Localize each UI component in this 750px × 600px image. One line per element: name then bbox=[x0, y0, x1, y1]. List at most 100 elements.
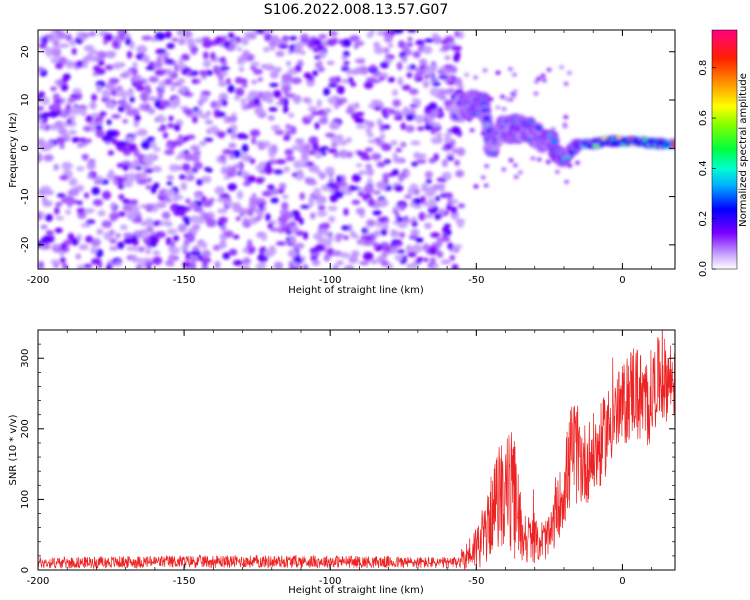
noise-blob bbox=[207, 126, 218, 134]
noise-blob bbox=[109, 246, 119, 251]
noise-blob bbox=[300, 204, 311, 209]
noise-blob bbox=[401, 84, 411, 91]
noise-blob bbox=[135, 166, 143, 171]
noise-blob bbox=[78, 244, 89, 251]
noise-blob bbox=[327, 233, 334, 242]
noise-blob bbox=[239, 265, 251, 269]
noise-blob bbox=[179, 174, 187, 180]
noise-blob bbox=[427, 116, 434, 125]
noise-blob bbox=[424, 74, 430, 80]
noise-blob bbox=[219, 154, 227, 162]
noise-blob bbox=[165, 68, 174, 77]
noise-blob bbox=[408, 88, 419, 95]
noise-blob bbox=[241, 143, 249, 153]
noise-blob bbox=[249, 129, 261, 137]
noise-blob bbox=[330, 136, 341, 142]
noise-blob bbox=[41, 36, 49, 44]
noise-blob bbox=[290, 77, 302, 85]
noise-blob bbox=[108, 77, 120, 85]
noise-blob bbox=[176, 30, 187, 37]
noise-blob bbox=[554, 169, 560, 174]
noise-blob bbox=[118, 30, 125, 35]
noise-blob bbox=[270, 197, 279, 204]
noise-blob bbox=[383, 34, 393, 43]
noise-blob bbox=[157, 127, 167, 132]
noise-blob bbox=[115, 232, 121, 239]
noise-blob bbox=[76, 264, 84, 269]
noise-blob bbox=[559, 65, 565, 70]
noise-blob bbox=[443, 88, 455, 95]
noise-blob bbox=[316, 99, 322, 108]
spectrogram-y-tick-label: -20 bbox=[20, 237, 31, 253]
noise-blob bbox=[284, 148, 294, 156]
noise-blob bbox=[484, 164, 490, 169]
noise-blob bbox=[250, 61, 260, 67]
noise-blob bbox=[146, 265, 152, 269]
noise-blob bbox=[245, 104, 256, 109]
noise-blob bbox=[114, 260, 122, 267]
noise-blob bbox=[96, 228, 104, 235]
noise-blob bbox=[293, 160, 303, 169]
noise-blob bbox=[366, 167, 374, 177]
noise-blob bbox=[217, 208, 225, 214]
noise-blob bbox=[307, 106, 318, 112]
noise-blob bbox=[180, 53, 190, 61]
noise-blob bbox=[488, 97, 494, 102]
noise-blob bbox=[291, 172, 298, 177]
noise-blob bbox=[144, 217, 154, 226]
noise-blob bbox=[450, 126, 461, 135]
noise-blob bbox=[270, 188, 279, 196]
noise-blob bbox=[291, 210, 300, 216]
noise-blob bbox=[205, 111, 212, 115]
noise-blob bbox=[213, 65, 219, 74]
noise-blob bbox=[253, 68, 263, 75]
noise-blob bbox=[232, 202, 242, 211]
noise-blob bbox=[429, 87, 440, 97]
noise-blob bbox=[85, 114, 94, 124]
spectrogram-y-tick-label: -10 bbox=[20, 188, 31, 204]
noise-blob bbox=[372, 241, 379, 247]
noise-blob bbox=[444, 132, 452, 138]
noise-blob bbox=[413, 51, 421, 59]
noise-blob bbox=[411, 261, 419, 269]
noise-blob bbox=[162, 132, 169, 139]
noise-blob bbox=[153, 182, 160, 189]
noise-blob bbox=[314, 151, 322, 159]
noise-blob bbox=[351, 173, 362, 183]
noise-blob bbox=[333, 190, 344, 199]
noise-blob bbox=[178, 87, 188, 93]
noise-blob bbox=[313, 233, 323, 240]
noise-blob bbox=[329, 121, 340, 130]
noise-blob bbox=[101, 91, 111, 99]
noise-blob bbox=[183, 153, 194, 162]
noise-blob bbox=[501, 107, 507, 112]
noise-blob bbox=[355, 163, 363, 168]
noise-blob bbox=[327, 96, 337, 104]
noise-blob bbox=[122, 119, 128, 124]
noise-blob bbox=[195, 206, 203, 213]
noise-blob bbox=[393, 157, 403, 164]
noise-blob bbox=[332, 250, 343, 257]
noise-blob bbox=[345, 265, 352, 269]
noise-blob bbox=[365, 163, 372, 170]
noise-blob bbox=[520, 127, 525, 132]
noise-blob bbox=[55, 216, 65, 221]
noise-blob bbox=[340, 252, 351, 259]
noise-blob bbox=[60, 83, 69, 92]
noise-blob bbox=[253, 197, 265, 203]
noise-blob bbox=[154, 99, 162, 109]
noise-blob bbox=[46, 140, 54, 149]
noise-blob bbox=[191, 115, 198, 124]
chart-title: S106.2022.008.13.57.G07 bbox=[264, 2, 449, 18]
noise-blob bbox=[150, 141, 157, 149]
noise-blob bbox=[65, 103, 72, 111]
noise-blob bbox=[453, 54, 460, 63]
noise-blob bbox=[102, 190, 112, 200]
noise-blob bbox=[59, 43, 70, 48]
noise-blob bbox=[193, 150, 201, 156]
noise-blob bbox=[115, 89, 126, 97]
noise-blob bbox=[550, 126, 556, 131]
noise-blob bbox=[183, 108, 193, 115]
noise-blob bbox=[268, 107, 278, 112]
noise-blob bbox=[286, 212, 294, 220]
